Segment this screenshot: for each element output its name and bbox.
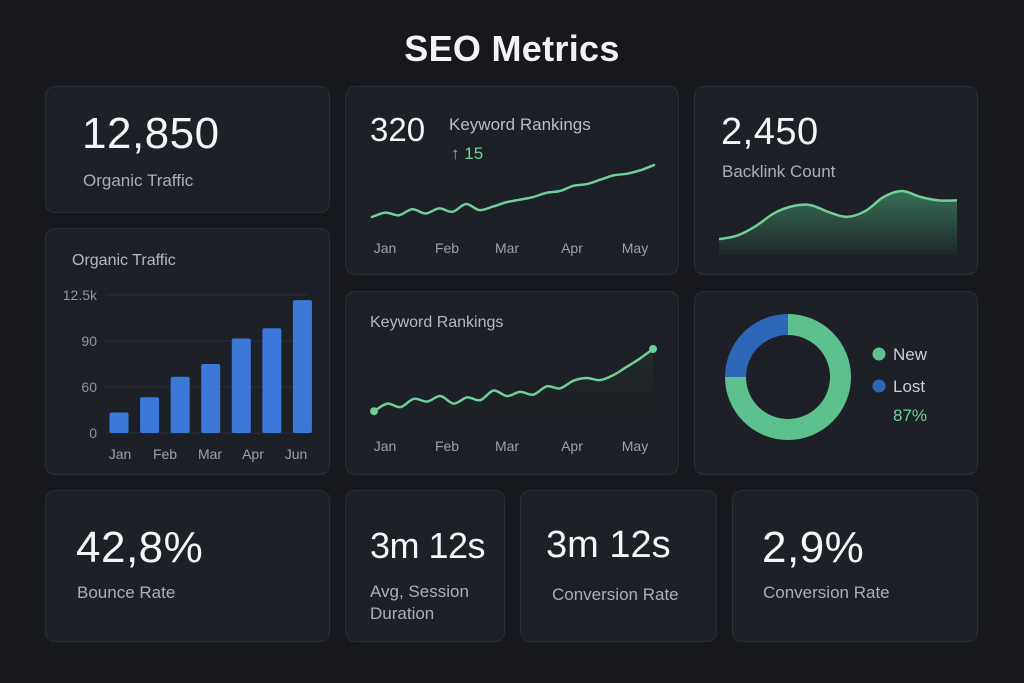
- donut-percentage: 87%: [893, 406, 927, 425]
- conversion-rate-value-1: 3m 12s: [546, 524, 671, 566]
- keyword-rankings-line-chart: Jan Feb Mar Apr May: [370, 345, 657, 454]
- keyword-sparkline-chart: Jan Feb Mar Apr May: [370, 163, 656, 256]
- keyword-rankings-card: 320 Keyword Rankings ↑ 15 Jan Feb Mar Apr Ma…: [345, 86, 679, 275]
- x-tick-label: Apr: [561, 438, 583, 454]
- conversion-rate-value-2: 2,9%: [762, 523, 865, 572]
- session-duration-label: Avg, Session Duration: [370, 582, 469, 623]
- x-tick-label: Apr: [242, 446, 264, 462]
- area-series: [718, 189, 958, 241]
- x-tick-label: Apr: [561, 240, 583, 256]
- x-tick-label: Jan: [374, 438, 397, 454]
- y-tick-label: 0: [89, 425, 97, 441]
- x-tick-label: Feb: [153, 446, 177, 462]
- line-series: [373, 347, 654, 413]
- conversion-rate-card-1: 3m 12s Conversion Rate: [520, 490, 717, 642]
- backlink-count-label: Backlink Count: [722, 162, 836, 181]
- bounce-rate-value: 42,8%: [76, 523, 204, 572]
- keyword-rankings-chart-card: Keyword Rankings Jan Feb Mar Apr May: [345, 291, 679, 475]
- session-duration-value: 3m 12s: [370, 525, 486, 566]
- x-tick-label: May: [622, 240, 648, 256]
- bounce-rate-label: Bounce Rate: [77, 583, 176, 602]
- x-tick-label: Mar: [495, 240, 519, 256]
- keyword-rankings-chart-title: Keyword Rankings: [370, 314, 504, 331]
- backlink-count-value: 2,450: [721, 111, 819, 153]
- legend-label-new: New: [893, 345, 928, 364]
- new-lost-donut-card: New Lost 87%: [694, 291, 978, 475]
- organic-traffic-label: Organic Traffic: [83, 171, 194, 190]
- legend-label-lost: Lost: [893, 377, 925, 396]
- sparkline-series: [370, 163, 656, 219]
- x-tick-label: Feb: [435, 240, 459, 256]
- bar-3: [201, 364, 221, 433]
- x-tick-label: Mar: [495, 438, 519, 454]
- line-start-point: [370, 407, 378, 416]
- x-tick-label: May: [622, 438, 648, 454]
- session-duration-card: 3m 12s Avg, Session Duration: [345, 490, 505, 642]
- new-lost-donut-chart: New Lost 87%: [725, 314, 928, 440]
- organic-traffic-card: 12,850 Organic Traffic: [45, 86, 330, 213]
- keyword-change: ↑ 15: [451, 144, 483, 164]
- bar-6: [292, 300, 312, 433]
- legend-swatch-lost: [872, 379, 886, 393]
- conversion-rate-label-2: Conversion Rate: [763, 583, 890, 602]
- arrow-up-icon: ↑: [451, 144, 460, 163]
- bar-2: [170, 376, 190, 433]
- x-tick-label: Feb: [435, 438, 459, 454]
- donut-slice-new: [725, 314, 851, 440]
- x-tick-label: Mar: [198, 446, 222, 462]
- y-tick-label: 60: [81, 379, 97, 395]
- line-fill: [374, 349, 653, 432]
- bar-4: [231, 338, 251, 433]
- y-tick-label: 90: [81, 333, 97, 349]
- legend-swatch-new: [872, 347, 886, 361]
- bar-1: [140, 397, 160, 433]
- keyword-change-value: 15: [464, 144, 484, 163]
- organic-traffic-value: 12,850: [82, 109, 220, 158]
- conversion-rate-card-2: 2,9% Conversion Rate: [732, 490, 978, 642]
- bounce-rate-card: 42,8% Bounce Rate: [45, 490, 330, 642]
- keyword-rankings-value: 320: [370, 111, 426, 148]
- x-tick-label: Jan: [374, 240, 397, 256]
- organic-traffic-chart-card: Organic Traffic 0 60 90 12.5k Jan Feb Mar Apr Ju…: [45, 228, 330, 475]
- bar-0: [109, 412, 129, 433]
- backlink-count-card: 2,450 Backlink Count: [694, 86, 978, 275]
- page-title: SEO Metrics: [404, 28, 620, 69]
- organic-traffic-bar-chart: 0 60 90 12.5k Jan Feb Mar Apr Jun: [63, 287, 312, 462]
- backlink-area-chart: [718, 189, 958, 255]
- donut-slice-lost: [725, 314, 789, 378]
- x-tick-label: Jun: [285, 446, 308, 462]
- keyword-rankings-label: Keyword Rankings: [449, 115, 591, 134]
- area-fill: [719, 191, 957, 255]
- line-end-point: [649, 345, 657, 353]
- bar-5: [262, 328, 282, 433]
- x-tick-label: Jan: [109, 446, 132, 462]
- organic-traffic-chart-title: Organic Traffic: [72, 252, 176, 269]
- conversion-rate-label-1: Conversion Rate: [552, 585, 679, 604]
- y-tick-label: 12.5k: [63, 287, 98, 303]
